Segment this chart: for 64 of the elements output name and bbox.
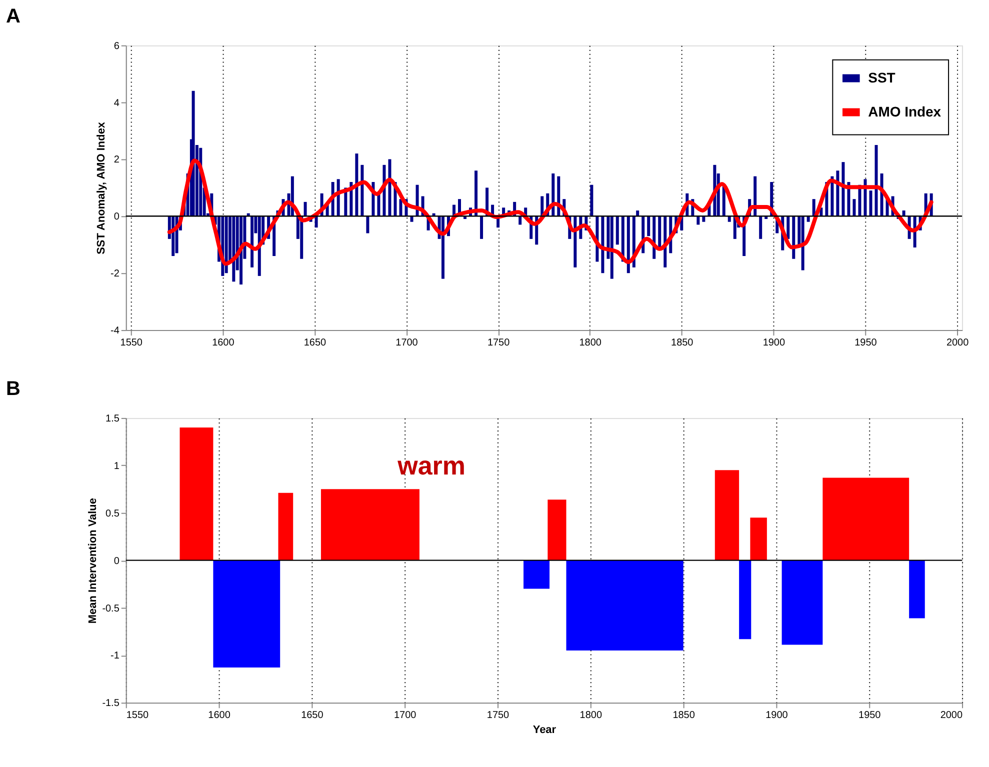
- bar: [399, 199, 402, 216]
- x-tick-label: 1600: [212, 338, 235, 349]
- bar: [480, 216, 484, 239]
- x-tick-label: 1900: [766, 710, 788, 722]
- y-tick-label: -4: [110, 326, 120, 337]
- bar: [304, 202, 307, 216]
- bar: [441, 216, 444, 279]
- bar: [759, 216, 762, 239]
- y-tick-label: 0: [114, 212, 120, 223]
- y-axis-title: SST Anomaly, AMO Index: [96, 121, 108, 254]
- y-tick-label: 2: [114, 154, 120, 166]
- x-tick-label: 1950: [858, 710, 882, 722]
- bar: [610, 216, 614, 279]
- x-tick-label: 1850: [671, 338, 694, 349]
- x-tick-label: 1750: [486, 710, 510, 722]
- x-tick-label: 1900: [762, 338, 786, 349]
- bar: [869, 190, 872, 216]
- x-tick-label: 1800: [580, 710, 602, 722]
- annotation: warm: [396, 450, 466, 480]
- x-tick-label: 1800: [579, 338, 602, 349]
- line-series: [167, 158, 934, 266]
- bar: [616, 216, 619, 245]
- bar: [874, 144, 878, 216]
- x-tick-label: 1750: [487, 338, 510, 349]
- bar: [658, 216, 662, 248]
- y-axis-title: Mean Intervention Value: [87, 498, 100, 624]
- legend-label: AMO Index: [868, 103, 942, 120]
- y-tick-label: 1.5: [106, 413, 120, 424]
- x-tick-label: 1700: [394, 710, 417, 722]
- bar: [192, 90, 195, 216]
- y-tick-label: -1.5: [102, 698, 120, 710]
- bar: [842, 162, 845, 216]
- x-tick-label: 1600: [208, 710, 231, 722]
- bar: [314, 216, 318, 228]
- y-tick-label: 6: [114, 40, 120, 52]
- x-tick-label: 1850: [672, 710, 696, 722]
- x-tick-label: 1950: [854, 338, 878, 349]
- x-axis-title: Year: [532, 724, 557, 736]
- bar: [540, 196, 544, 216]
- y-tick-label: -0.5: [102, 603, 120, 614]
- y-tick-label: -1: [110, 650, 120, 662]
- bar: [812, 199, 816, 216]
- bar: [786, 216, 790, 239]
- bar: [647, 216, 650, 236]
- x-tick-label: 1550: [120, 338, 143, 349]
- y-tick-label: 1: [114, 460, 120, 472]
- x-tick-label: 1700: [396, 338, 418, 349]
- legend-label: SST: [868, 69, 896, 86]
- bar: [366, 216, 370, 234]
- x-tick-label: 2000: [946, 338, 970, 349]
- y-tick-label: 0: [114, 556, 120, 567]
- bar: [590, 184, 594, 216]
- x-tick-label: 1650: [304, 338, 326, 349]
- bar: [355, 154, 358, 216]
- chart-title: B: [6, 378, 20, 400]
- bar: [388, 159, 392, 216]
- bar: [852, 199, 856, 216]
- x-tick-label: 1650: [301, 710, 324, 722]
- chart-title: A: [6, 5, 20, 28]
- y-tick-label: 0.5: [106, 508, 120, 520]
- x-tick-label: 1550: [126, 710, 150, 722]
- y-tick-label: -2: [110, 268, 120, 280]
- y-tick-label: 4: [114, 98, 120, 109]
- x-tick-label: 2000: [940, 710, 963, 722]
